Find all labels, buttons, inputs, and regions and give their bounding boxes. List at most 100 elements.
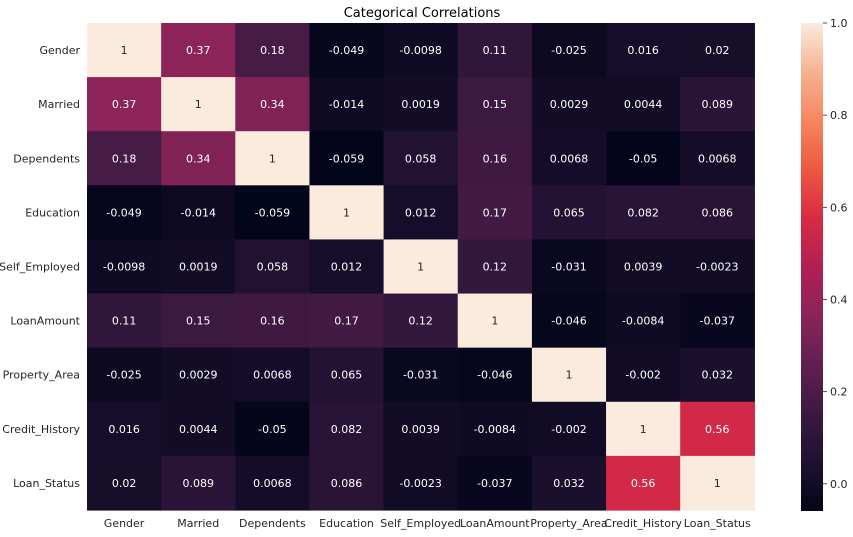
cell-value-label: 1: [269, 152, 276, 165]
cell-value-label: 0.16: [260, 315, 285, 328]
heatmap-cell: [680, 401, 755, 457]
cell-value-label: 0.089: [702, 98, 734, 111]
cell-value-label: -0.05: [629, 152, 657, 165]
heatmap-cell: [383, 293, 459, 349]
cell-value-label: 0.058: [257, 261, 289, 274]
heatmap-cell: [87, 77, 162, 132]
heatmap-cell: [680, 293, 755, 349]
heatmap-cell: [457, 131, 533, 186]
cell-value-label: 1: [714, 477, 721, 490]
heatmap-cell: [383, 185, 459, 241]
cell-value-label: -0.046: [477, 369, 512, 382]
heatmap-cell: [680, 77, 755, 132]
cell-value-label: -0.002: [625, 369, 660, 382]
x-tick-label: Gender: [104, 517, 145, 530]
cell-value-label: 0.0019: [401, 98, 440, 111]
heatmap-cell: [606, 185, 681, 241]
heatmap-cell: [457, 455, 533, 511]
cell-value-label: 0.012: [405, 206, 437, 219]
y-tick-label: Married: [38, 98, 80, 111]
heatmap-annotations: 1 0.37 0.18 -0.049 -0.0098 0.11 -0.025 0.016 0.0…: [103, 44, 739, 490]
y-tick-label: Credit_History: [2, 423, 80, 436]
cell-value-label: 0.0039: [401, 423, 440, 436]
heatmap-cell: [383, 347, 459, 403]
heatmap-cell: [680, 239, 755, 295]
heatmap-cell: [161, 185, 236, 241]
cell-value-label: 0.065: [331, 369, 363, 382]
heatmap-cell: [161, 293, 236, 349]
heatmap-cell: [161, 77, 236, 132]
cell-value-label: 0.0068: [550, 152, 589, 165]
heatmap-cell: [531, 77, 607, 132]
heatmap-cell: [235, 23, 311, 78]
heatmap-cell: [606, 131, 681, 186]
cell-value-label: 0.17: [334, 315, 359, 328]
heatmap-cell: [161, 401, 236, 457]
cell-value-label: -0.025: [551, 44, 586, 57]
heatmap-cell: [531, 347, 607, 403]
heatmap-cell: [235, 347, 311, 403]
heatmap-cell: [680, 23, 755, 78]
heatmap-cell: [235, 401, 311, 457]
cell-value-label: 0.0068: [698, 152, 737, 165]
heatmap-cell: [531, 23, 607, 78]
heatmap-cell: [309, 131, 385, 186]
cell-value-label: 0.12: [483, 261, 508, 274]
cell-value-label: 0.37: [112, 98, 137, 111]
cell-value-label: 0.082: [331, 423, 363, 436]
cell-value-label: -0.014: [329, 98, 364, 111]
y-tick-label: Self_Employed: [0, 261, 80, 274]
heatmap-cell: [309, 23, 385, 78]
y-tick-label: Property_Area: [3, 369, 80, 382]
cell-value-label: 1: [195, 98, 202, 111]
cell-value-label: 0.0019: [179, 261, 218, 274]
cell-value-label: 0.56: [705, 423, 730, 436]
cell-value-label: 0.0039: [624, 261, 663, 274]
heatmap-cells: [87, 23, 755, 511]
heatmap-cell: [680, 131, 755, 186]
heatmap-cell: [606, 455, 681, 511]
heatmap-cell: [680, 347, 755, 403]
cell-value-label: 0.082: [627, 206, 659, 219]
heatmap-cell: [87, 23, 162, 78]
cell-value-label: -0.037: [477, 477, 512, 490]
heatmap-cell: [87, 185, 162, 241]
cell-value-label: -0.0023: [399, 477, 441, 490]
cell-value-label: 0.12: [408, 315, 433, 328]
cell-value-label: 0.086: [331, 477, 363, 490]
heatmap-cell: [457, 401, 533, 457]
cell-value-label: 0.11: [483, 44, 508, 57]
cell-value-label: -0.046: [551, 315, 586, 328]
heatmap-cell: [531, 293, 607, 349]
heatmap-cell: [383, 131, 459, 186]
heatmap-cell: [235, 455, 311, 511]
heatmap-cell: [531, 401, 607, 457]
x-tick-label: Self_Employed: [380, 517, 461, 530]
heatmap-cell: [606, 77, 681, 132]
colorbar-tick-label: 0.8: [830, 109, 848, 122]
heatmap-cell: [606, 239, 681, 295]
cell-value-label: 1: [343, 206, 350, 219]
heatmap-cell: [457, 347, 533, 403]
heatmap-cell: [457, 185, 533, 241]
x-tick-label: Property_Area: [530, 517, 607, 530]
x-tick-label: Loan_Status: [684, 517, 751, 530]
heatmap-cell: [680, 185, 755, 241]
colorbar: [801, 23, 823, 511]
x-tick-label: Married: [177, 517, 219, 530]
cell-value-label: 0.34: [186, 152, 211, 165]
heatmap-cell: [161, 455, 236, 511]
cell-value-label: 0.089: [182, 477, 214, 490]
cell-value-label: 0.56: [631, 477, 656, 490]
cell-value-label: -0.025: [106, 369, 141, 382]
x-tick-label: Credit_History: [604, 517, 682, 530]
cell-value-label: 0.17: [483, 206, 508, 219]
y-tick-label: Dependents: [13, 152, 80, 165]
cell-value-label: -0.0023: [696, 261, 738, 274]
cell-value-label: 0.02: [112, 477, 137, 490]
y-axis-tick-labels: Gender Married Dependents Education Self_Emp…: [0, 44, 81, 490]
heatmap-cell: [161, 23, 236, 78]
colorbar-tick-label: 0.0: [830, 478, 848, 491]
heatmap-cell: [457, 293, 533, 349]
cell-value-label: -0.002: [551, 423, 586, 436]
